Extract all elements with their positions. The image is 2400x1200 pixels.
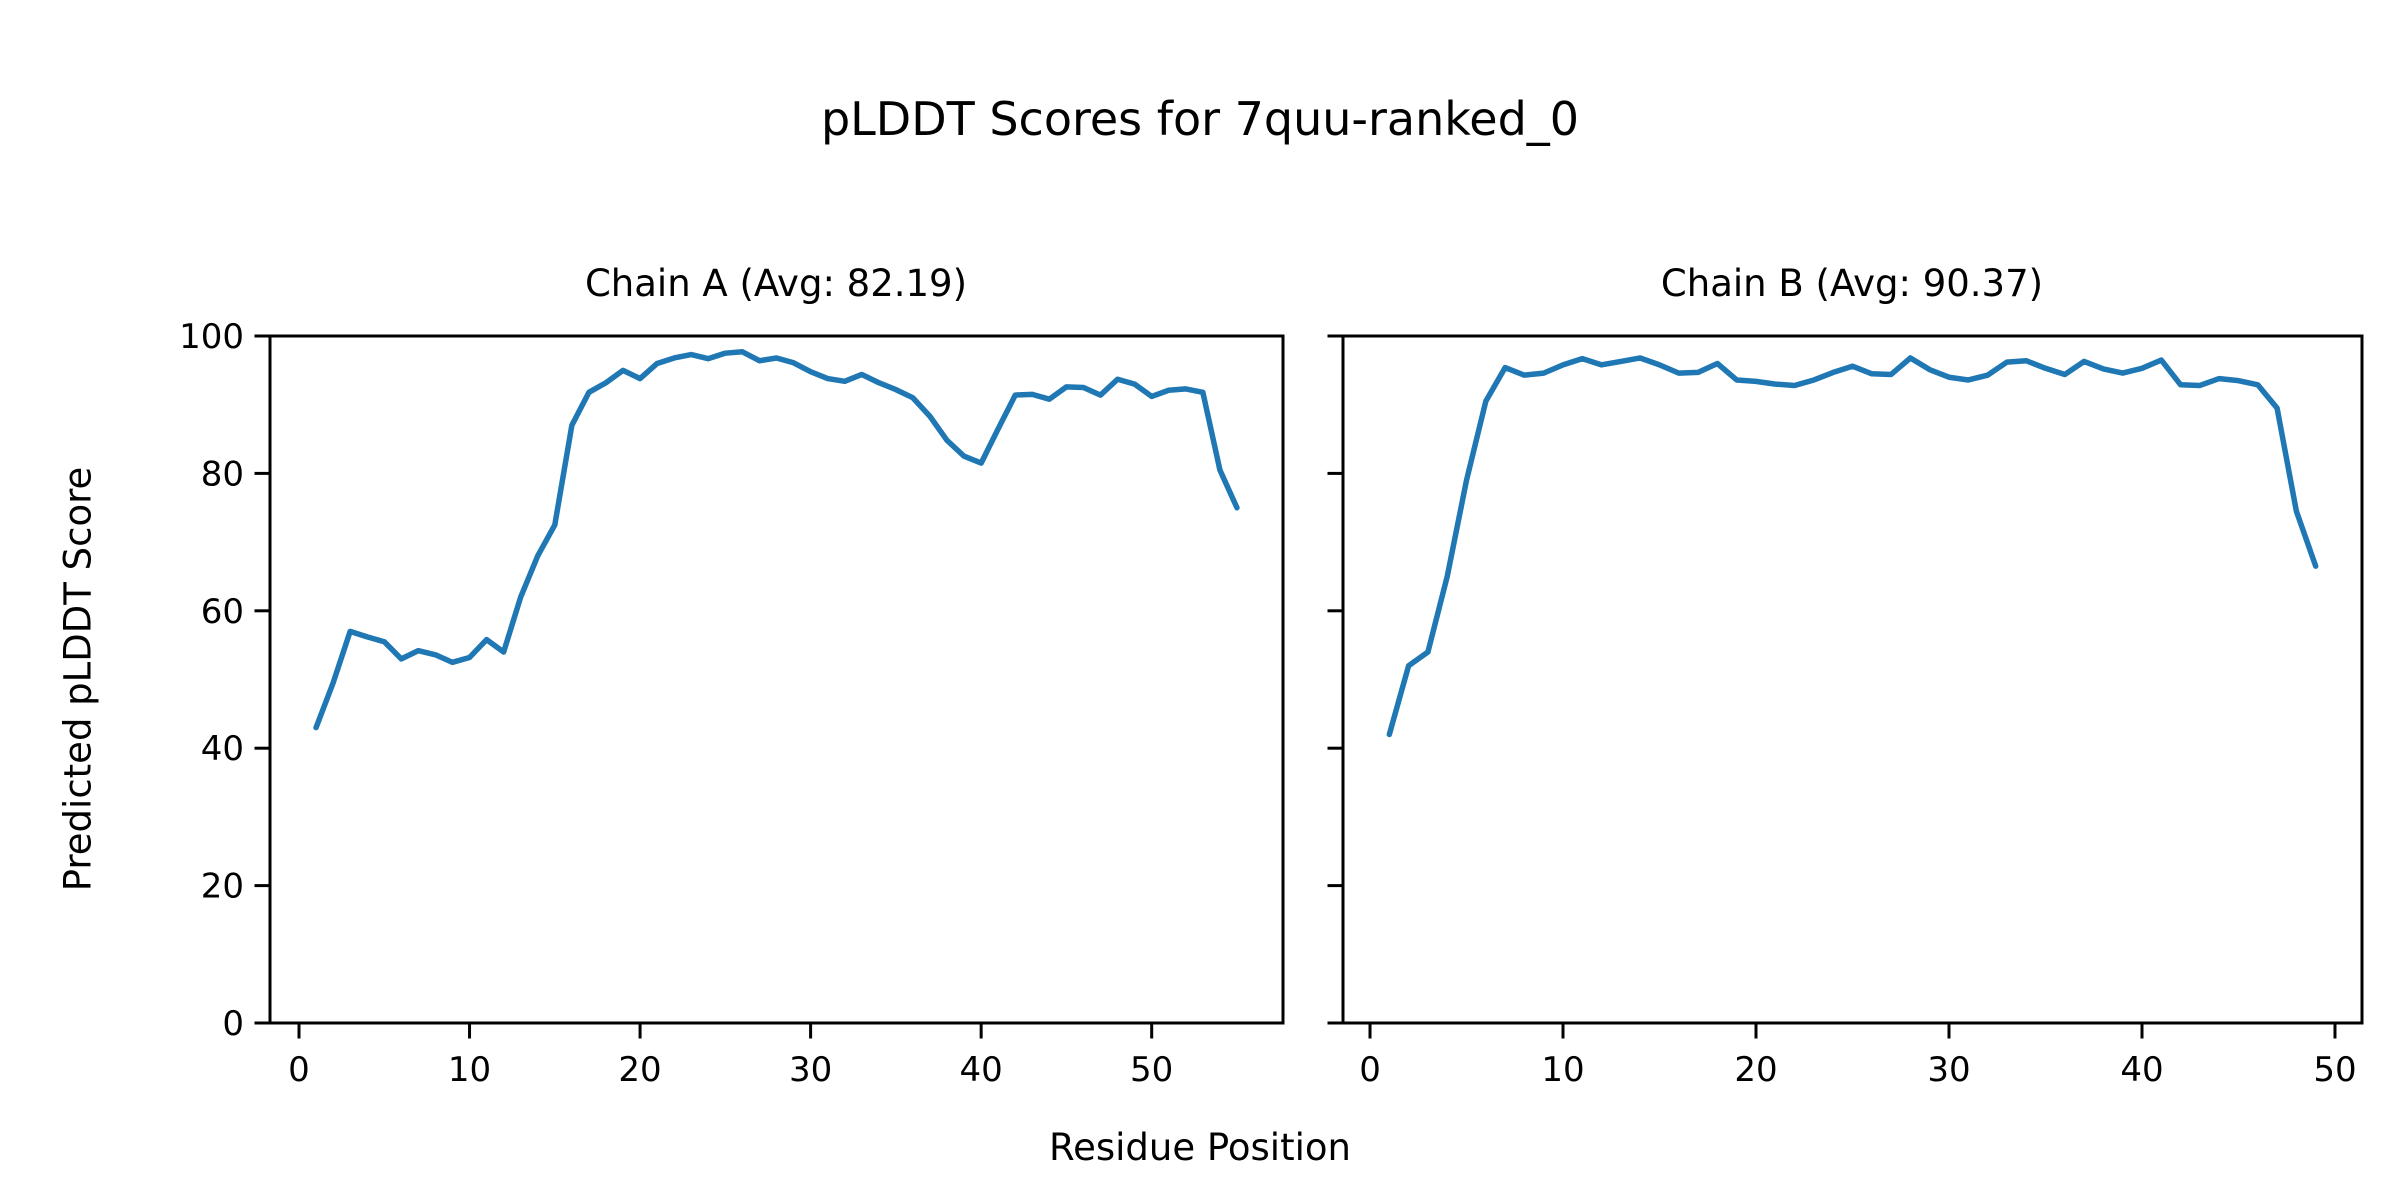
x-axis-ticks: 0 10 20 30 40 50 [1359,1024,2357,1090]
y-tick-label: 100 [179,317,244,357]
x-tick-label: 40 [2120,1050,2163,1090]
plddt-line-chain-b [1386,355,2319,738]
x-axis-label: Residue Position [1049,1126,1351,1169]
y-axis-ticks: 0 20 40 60 80 100 [179,317,269,1044]
y-tick-label: 20 [201,867,244,907]
plot-spines [1341,334,2364,1025]
x-tick-label: 10 [1541,1050,1584,1090]
axes-chain-b: 0 10 20 30 40 50 [1327,334,2364,1090]
y-tick-label: 0 [222,1004,244,1044]
x-tick-label: 20 [618,1050,661,1090]
x-tick-label: 30 [1927,1050,1970,1090]
x-tick-label: 50 [1130,1050,1173,1090]
x-tick-label: 0 [1359,1050,1381,1090]
plddt-line-chain-a [313,349,1240,731]
x-tick-label: 0 [288,1050,310,1090]
chain-a-subplot-title: Chain A (Avg: 82.19) [584,262,968,305]
y-tick-label: 80 [201,454,244,494]
y-tick-label: 40 [201,729,244,769]
plot-spines [268,334,1285,1025]
x-tick-label: 50 [2313,1050,2356,1090]
x-tick-label: 10 [448,1050,491,1090]
y-tick-label: 60 [201,592,244,632]
y-axis-ticks [1327,334,1342,1025]
axes-chain-a: 0 10 20 30 40 50 0 20 40 60 80 100 [179,317,1285,1090]
x-axis-ticks: 0 10 20 30 40 50 [288,1024,1173,1090]
x-tick-label: 40 [960,1050,1003,1090]
x-tick-label: 20 [1734,1050,1777,1090]
x-tick-label: 30 [789,1050,832,1090]
figure-title: pLDDT Scores for 7quu-ranked_0 [820,92,1580,146]
chain-b-subplot-title: Chain B (Avg: 90.37) [1660,262,2044,305]
